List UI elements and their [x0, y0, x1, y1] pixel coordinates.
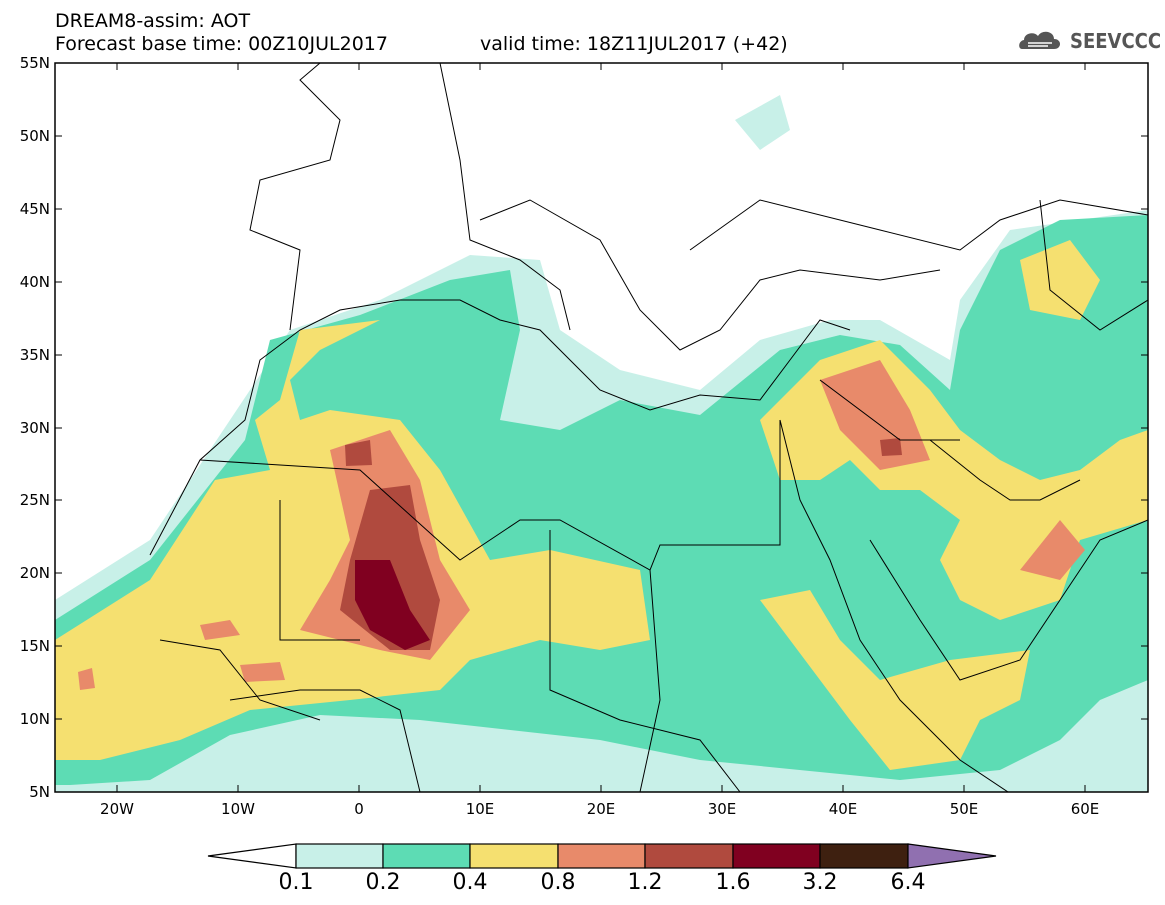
- lon-label: 40E: [828, 800, 858, 818]
- lon-label: 10E: [465, 800, 495, 818]
- colorbar-label: 6.4: [890, 870, 926, 895]
- lon-label: 30E: [707, 800, 737, 818]
- colorbar-label: 0.2: [365, 870, 401, 895]
- lat-label: 30N: [19, 419, 50, 437]
- aot-level-0.8: [820, 360, 930, 470]
- colorbar-label: 0.4: [452, 870, 488, 895]
- colorbar-swatch-0.8: [557, 843, 646, 869]
- lon-label: 50E: [949, 800, 979, 818]
- lat-label: 40N: [19, 273, 50, 291]
- lat-ticks: [55, 62, 1148, 720]
- valid-time: valid time: 18Z11JUL2017 (+42): [480, 33, 788, 55]
- aot-level-0.4: [760, 590, 1030, 770]
- colorbar-arrow-high: [907, 843, 997, 869]
- aot-level-0.1: [735, 95, 790, 150]
- lat-label: 10N: [19, 710, 50, 728]
- aot-level-0.4: [1020, 240, 1100, 320]
- lon-ticks: [116, 63, 1086, 792]
- lon-label: 10W: [221, 800, 255, 818]
- aot-level-1.2: [880, 438, 902, 456]
- lat-label: 50N: [19, 127, 50, 145]
- lat-label: 20N: [19, 564, 50, 582]
- aot-level-0.8: [200, 620, 240, 640]
- colorbar-swatch-1.6: [732, 843, 821, 869]
- lon-label: 20E: [586, 800, 616, 818]
- cloud-logo-icon: [1019, 31, 1060, 49]
- lat-label: 25N: [19, 491, 50, 509]
- colorbar-swatch-3.2: [819, 843, 909, 869]
- colorbar-label: 0.8: [540, 870, 576, 895]
- lat-label: 35N: [19, 346, 50, 364]
- lat-label: 55N: [19, 54, 50, 72]
- lon-label: 20W: [100, 800, 134, 818]
- lat-label: 45N: [19, 200, 50, 218]
- coastlines: [149, 63, 1148, 792]
- lon-label: 0: [354, 800, 364, 818]
- colorbar-swatch-0.2: [382, 843, 471, 869]
- colorbar-label: 0.1: [278, 870, 314, 895]
- colorbar-label: 1.6: [715, 870, 751, 895]
- map-title: DREAM8-assim: AOT: [55, 10, 251, 32]
- lat-label: 5N: [29, 783, 50, 801]
- forecast-base-time: Forecast base time: 00Z10JUL2017: [55, 33, 388, 55]
- aot-level-0.8: [1020, 520, 1085, 580]
- aot-level-1.6: [355, 560, 430, 650]
- lat-label: 15N: [19, 637, 50, 655]
- aot-level-0.8: [78, 668, 95, 690]
- colorbar-arrow-low: [207, 843, 297, 869]
- colorbar-swatch-0.4: [469, 843, 559, 869]
- logo-text: SEEVCCC: [1070, 29, 1162, 53]
- colorbar-label: 3.2: [802, 870, 838, 895]
- aot-level-1.2: [345, 440, 372, 466]
- lon-label: 60E: [1070, 800, 1100, 818]
- colorbar-swatch-1.2: [644, 843, 734, 869]
- aot-level-0.8: [240, 662, 285, 682]
- colorbar-label: 1.2: [627, 870, 663, 895]
- colorbar-swatch-0.1: [295, 843, 384, 869]
